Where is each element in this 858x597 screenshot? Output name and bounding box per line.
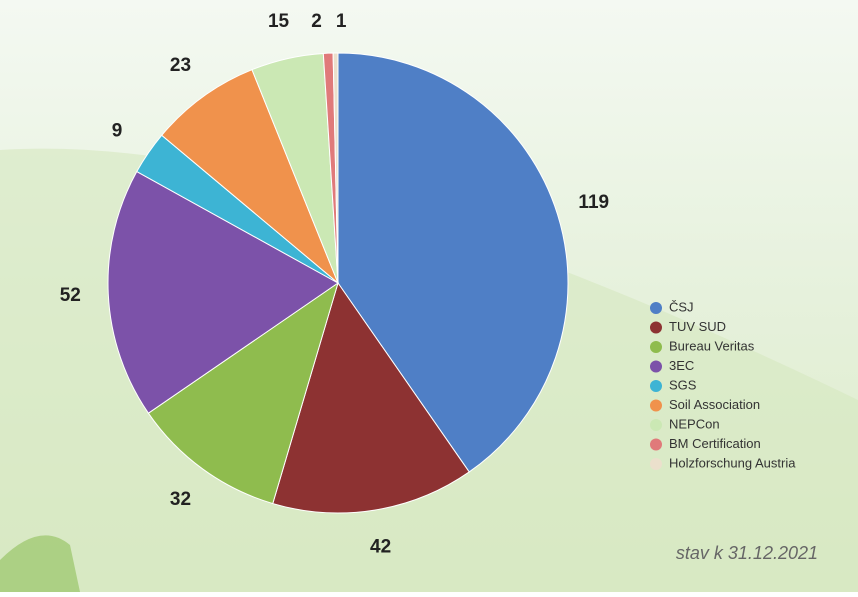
legend-swatch [650, 322, 662, 334]
legend-swatch [650, 380, 662, 392]
legend-swatch [650, 341, 662, 353]
legend-label: Bureau Veritas [669, 338, 755, 353]
legend-label: BM Certification [669, 436, 761, 451]
data-label: 42 [370, 537, 391, 558]
data-label: 32 [170, 489, 191, 510]
legend-label: TUV SUD [669, 319, 726, 334]
data-label: 119 [578, 192, 609, 213]
annotation: stav k 31.12.2021 [676, 543, 818, 563]
data-label: 52 [60, 285, 81, 306]
legend-swatch [650, 361, 662, 373]
legend-swatch [650, 419, 662, 431]
legend-swatch [650, 400, 662, 412]
data-label: 9 [112, 120, 123, 141]
legend-label: NEPCon [669, 416, 720, 431]
legend-label: ČSJ [669, 299, 694, 314]
legend-swatch [650, 439, 662, 451]
chart: 119 42 32 52 9 23 15 21 ČSJ TUV SUD Bureau Verita… [0, 0, 858, 592]
legend-label: 3EC [669, 358, 694, 373]
data-label: 15 [268, 11, 290, 32]
legend-label: Soil Association [669, 397, 760, 412]
legend-label: SGS [669, 377, 697, 392]
data-label: 2 [311, 11, 322, 32]
legend-swatch [650, 458, 662, 470]
data-label: 1 [336, 11, 347, 32]
legend-label: Holzforschung Austria [669, 455, 796, 470]
legend-swatch [650, 302, 662, 314]
data-label: 23 [170, 55, 191, 76]
